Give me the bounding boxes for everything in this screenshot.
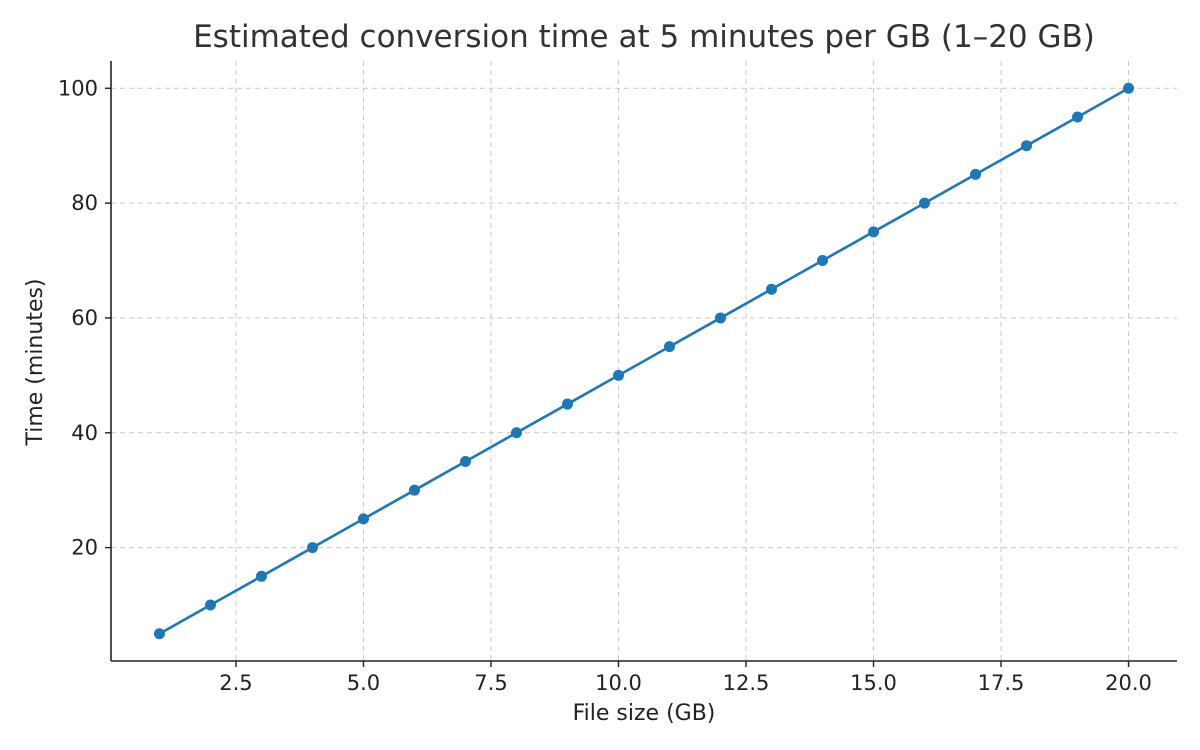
x-tick-label: 17.5 bbox=[978, 671, 1025, 695]
data-point bbox=[868, 226, 880, 238]
y-axis-label: Time (minutes) bbox=[23, 278, 48, 446]
data-point bbox=[561, 398, 573, 410]
y-tick-label: 100 bbox=[58, 76, 98, 100]
data-point bbox=[766, 283, 778, 295]
data-point bbox=[1021, 140, 1033, 152]
x-tick-label: 20.0 bbox=[1105, 671, 1152, 695]
data-point bbox=[1072, 111, 1084, 123]
data-point bbox=[306, 542, 318, 554]
data-point bbox=[664, 341, 676, 353]
x-tick-label: 2.5 bbox=[219, 671, 252, 695]
data-point bbox=[459, 455, 471, 467]
x-tick-label: 15.0 bbox=[850, 671, 897, 695]
axes bbox=[110, 61, 1177, 662]
data-point bbox=[153, 628, 165, 640]
data-point bbox=[817, 255, 829, 267]
data-point bbox=[357, 513, 369, 525]
data-point bbox=[408, 484, 420, 496]
y-tick-label: 80 bbox=[71, 191, 98, 215]
y-tick-label: 60 bbox=[71, 306, 98, 330]
series-group bbox=[153, 82, 1135, 640]
x-tick-label: 7.5 bbox=[474, 671, 507, 695]
ticks: 2.5 5.0 7.5 10.0 12.5 15.0 17.5 20.0 20 40 60 80 100 bbox=[58, 76, 1152, 695]
chart-title: Estimated conversion time at 5 minutes p… bbox=[193, 19, 1095, 55]
data-point bbox=[510, 427, 522, 439]
data-point bbox=[255, 570, 267, 582]
data-point bbox=[715, 312, 727, 324]
grid bbox=[111, 61, 1177, 661]
y-tick-label: 20 bbox=[71, 536, 98, 560]
y-tick-label: 40 bbox=[71, 421, 98, 445]
data-point bbox=[612, 369, 624, 381]
x-tick-label: 12.5 bbox=[723, 671, 770, 695]
series-line bbox=[158, 86, 1130, 636]
x-tick-label: 10.0 bbox=[595, 671, 642, 695]
data-point bbox=[970, 168, 982, 180]
data-point bbox=[1123, 82, 1135, 94]
data-point bbox=[919, 197, 931, 209]
x-tick-label: 5.0 bbox=[347, 671, 380, 695]
data-point bbox=[204, 599, 216, 611]
x-axis-label: File size (GB) bbox=[573, 701, 716, 726]
